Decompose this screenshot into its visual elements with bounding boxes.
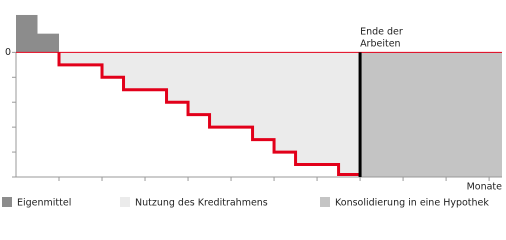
annotation: Ende der <box>360 27 403 38</box>
credit-line <box>57 52 361 177</box>
legend-swatch <box>120 197 130 207</box>
legend-swatch <box>320 197 330 207</box>
bar <box>16 14 38 53</box>
legend-label: Eigenmittel <box>17 198 71 209</box>
bar <box>37 33 60 53</box>
y-tick-label: 0 <box>5 47 11 58</box>
annotation: Arbeiten <box>360 39 401 50</box>
legend-label: Konsolidierung in eine Hypothek <box>335 198 489 209</box>
legend-label: Nutzung des Kreditrahmens <box>135 198 268 209</box>
x-axis-label: Monate <box>467 182 503 193</box>
mortgage-area <box>360 52 502 177</box>
legend-swatch <box>2 197 12 207</box>
